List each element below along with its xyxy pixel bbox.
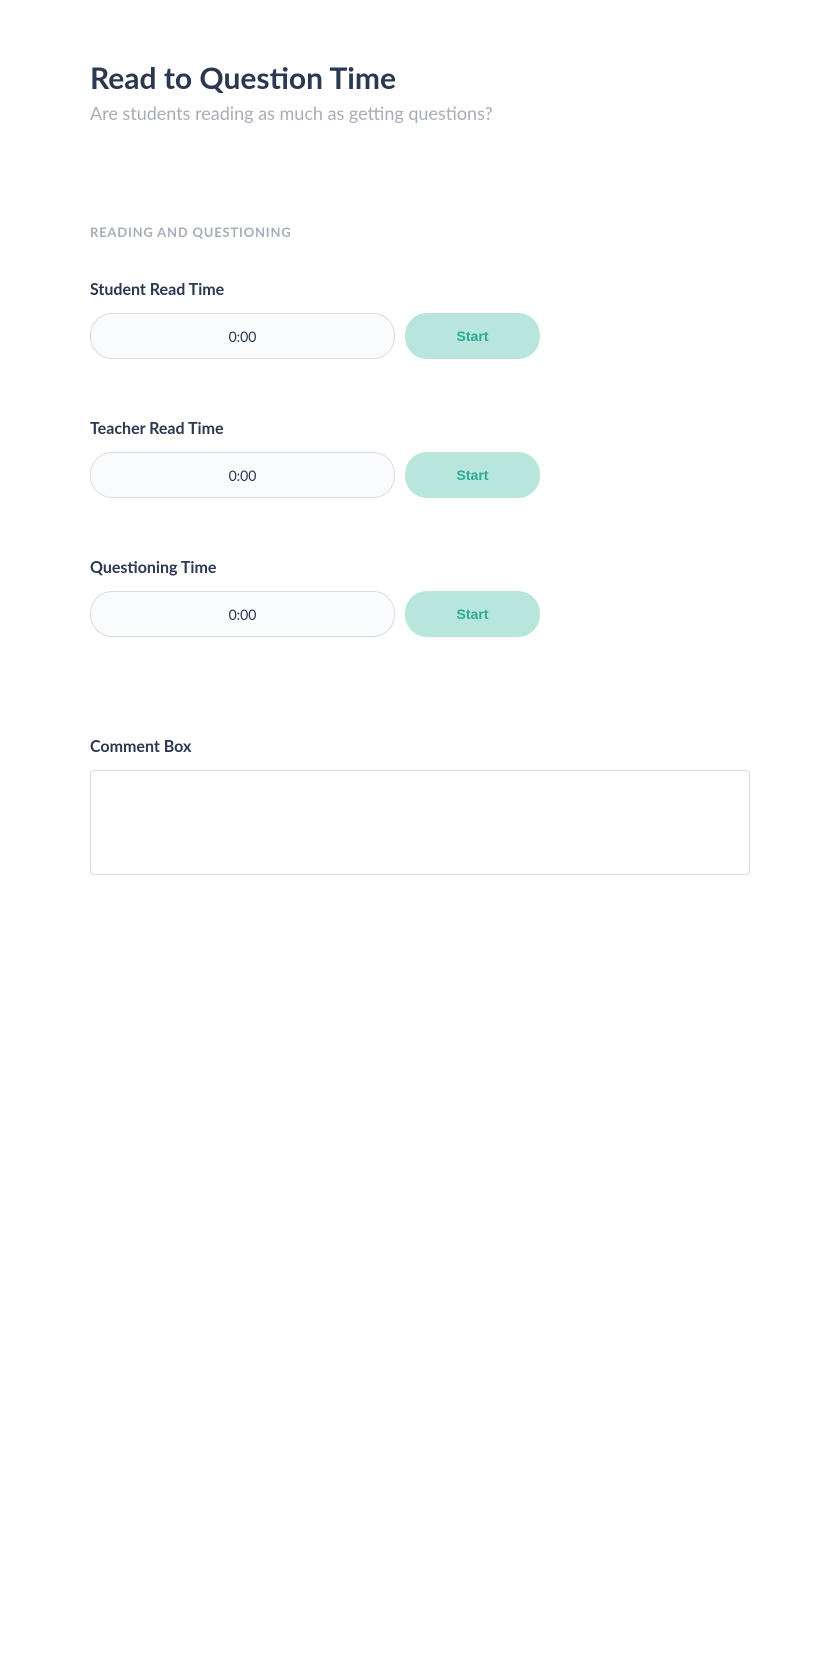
comment-label: Comment Box (90, 737, 750, 756)
comment-box-input[interactable] (90, 770, 750, 875)
teacher-read-time-display: 0:00 (90, 452, 395, 498)
comment-section: Comment Box (90, 737, 750, 879)
timer-group-questioning: Questioning Time 0:00 Start (90, 558, 750, 637)
questioning-start-button[interactable]: Start (405, 591, 540, 637)
page-title: Read to Question Time (90, 60, 750, 96)
student-read-time-display: 0:00 (90, 313, 395, 359)
student-read-start-button[interactable]: Start (405, 313, 540, 359)
timer-label: Teacher Read Time (90, 419, 750, 438)
timer-label: Questioning Time (90, 558, 750, 577)
section-header: READING AND QUESTIONING (90, 224, 750, 240)
timer-group-teacher-read: Teacher Read Time 0:00 Start (90, 419, 750, 498)
questioning-time-display: 0:00 (90, 591, 395, 637)
timer-group-student-read: Student Read Time 0:00 Start (90, 280, 750, 359)
teacher-read-start-button[interactable]: Start (405, 452, 540, 498)
timer-label: Student Read Time (90, 280, 750, 299)
page-subtitle: Are students reading as much as getting … (90, 102, 750, 124)
